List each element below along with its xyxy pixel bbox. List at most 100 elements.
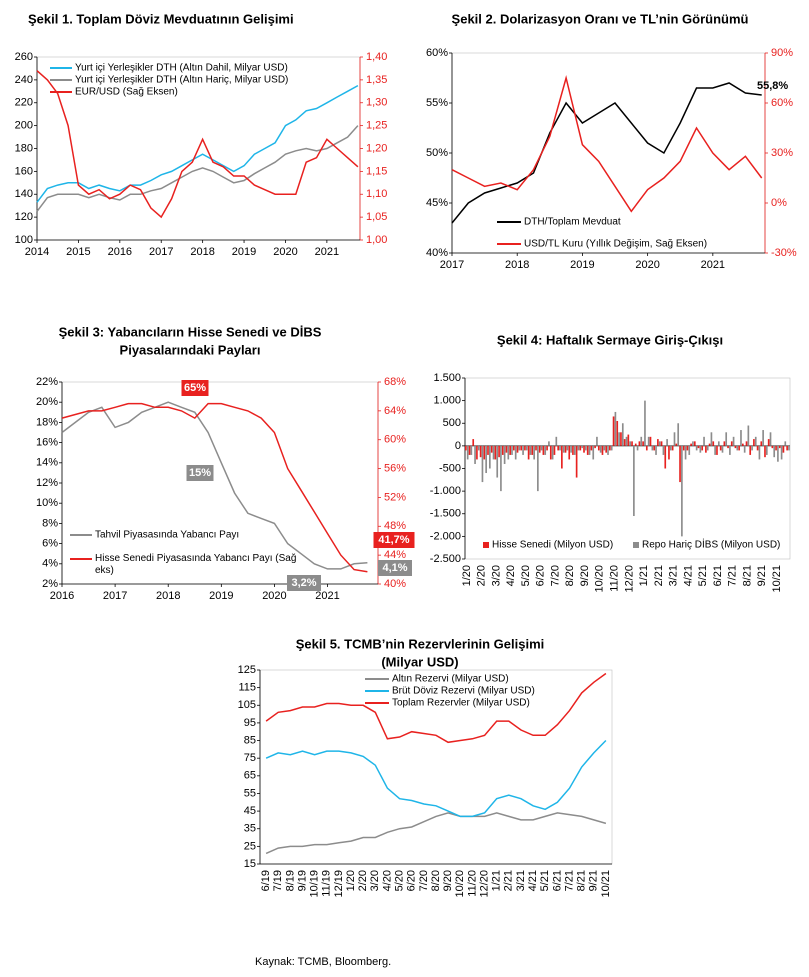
bar [705, 445, 707, 453]
bar [470, 445, 473, 455]
bar [601, 445, 604, 455]
bar [494, 445, 497, 460]
legend-label: Brüt Döviz Rezervi (Milyar USD) [392, 686, 535, 697]
legend-label: Toplam Rezervler (Milyar USD) [392, 698, 530, 709]
series-line [36, 70, 359, 219]
bar [747, 425, 750, 446]
annotation: 65% [184, 382, 206, 394]
bar [753, 439, 755, 446]
bar [651, 445, 654, 451]
bar [777, 445, 779, 462]
x-tick-label: 7/21 [727, 565, 739, 586]
bar [693, 441, 696, 446]
bar [583, 445, 585, 453]
y-tick-label: 220 [15, 97, 33, 109]
bar [524, 445, 526, 451]
y-tick-label: -500 [439, 462, 461, 474]
bar [741, 443, 744, 446]
series-line [451, 75, 763, 213]
x-tick-label: 2021 [315, 590, 339, 602]
bar [485, 445, 487, 474]
y-tick-label: 160 [15, 165, 33, 177]
bar [505, 445, 508, 453]
x-tick-label: 9/20 [579, 565, 591, 586]
bar [664, 445, 667, 469]
chart-title: Şekil 5. TCMB’nin Rezervlerinin Gelişimi [296, 636, 545, 651]
bar [662, 445, 665, 455]
chart-title: Şekil 2. Dolarizasyon Oranı ve TL’nin Gö… [452, 11, 749, 26]
x-tick-label: 7/19 [272, 870, 284, 891]
bar [609, 445, 611, 451]
y2-tick-label: 44% [384, 549, 406, 561]
annotation-box [287, 575, 321, 591]
annotation-box [378, 560, 412, 576]
chart-title: (Milyar USD) [381, 654, 458, 669]
series-line [36, 84, 359, 203]
bar [668, 445, 670, 460]
x-tick-label: 7/21 [563, 870, 575, 891]
bar [492, 445, 495, 460]
y-tick-label: 120 [15, 211, 33, 223]
bar [513, 445, 515, 451]
y2-tick-label: 1,05 [366, 211, 387, 223]
y-tick-label: 35 [244, 823, 256, 835]
y2-tick-label: 56% [384, 462, 406, 474]
y-tick-label: 40% [426, 247, 448, 259]
bar [557, 445, 559, 451]
x-tick-label: 3/21 [668, 565, 680, 586]
bar [509, 445, 511, 455]
y-tick-label: 125 [238, 664, 256, 676]
bar [572, 445, 574, 455]
legend-swatch [483, 542, 489, 548]
x-tick-label: 2020 [262, 590, 286, 602]
bar [762, 430, 764, 446]
x-tick-label: 2016 [50, 590, 74, 602]
x-tick-label: 2018 [505, 259, 529, 271]
series-line [265, 812, 607, 855]
bar [780, 445, 783, 460]
y-tick-label: 240 [15, 74, 33, 86]
annotation-box [186, 465, 214, 481]
bar [736, 445, 739, 451]
y-tick-label: 6% [42, 538, 58, 550]
bar [655, 445, 657, 455]
bar [758, 445, 761, 460]
y-tick-label: 0 [455, 440, 461, 452]
y-tick-label: 50% [426, 147, 448, 159]
bar [749, 445, 752, 455]
y-tick-label: 85 [244, 734, 256, 746]
x-tick-label: 2020 [273, 246, 297, 258]
legend-label-box: Hisse Senedi Piyasasında Yabancı Payı (S… [95, 553, 296, 576]
bar [778, 445, 781, 449]
bar [703, 436, 705, 446]
y2-tick-label: 1,00 [366, 234, 387, 246]
bar [714, 445, 716, 455]
annotation: 55,8% [757, 80, 788, 92]
y2-tick-label: 48% [384, 520, 406, 532]
bar [540, 445, 543, 451]
bar [537, 445, 539, 492]
x-tick-label: 9/20 [442, 870, 454, 891]
y-tick-label: 260 [15, 51, 33, 63]
bar [642, 441, 644, 446]
y2-tick-label: 1,10 [366, 188, 387, 200]
bar [472, 439, 475, 446]
bar [623, 439, 626, 446]
bar [649, 436, 652, 446]
bar [708, 443, 711, 446]
bar [525, 445, 528, 451]
bar [634, 443, 637, 446]
bar [660, 441, 663, 446]
y-tick-label: 45 [244, 805, 256, 817]
bar [621, 423, 624, 446]
bar [699, 445, 702, 453]
x-tick-label: 4/20 [381, 870, 393, 891]
x-tick-label: 8/20 [430, 870, 442, 891]
x-tick-label: 1/20 [345, 870, 357, 891]
bar [551, 445, 554, 460]
bar [631, 441, 633, 446]
y-tick-label: 100 [15, 234, 33, 246]
x-tick-label: 1/21 [638, 565, 650, 586]
x-tick-label: 10/21 [600, 870, 612, 898]
y-tick-label: 55% [426, 97, 448, 109]
